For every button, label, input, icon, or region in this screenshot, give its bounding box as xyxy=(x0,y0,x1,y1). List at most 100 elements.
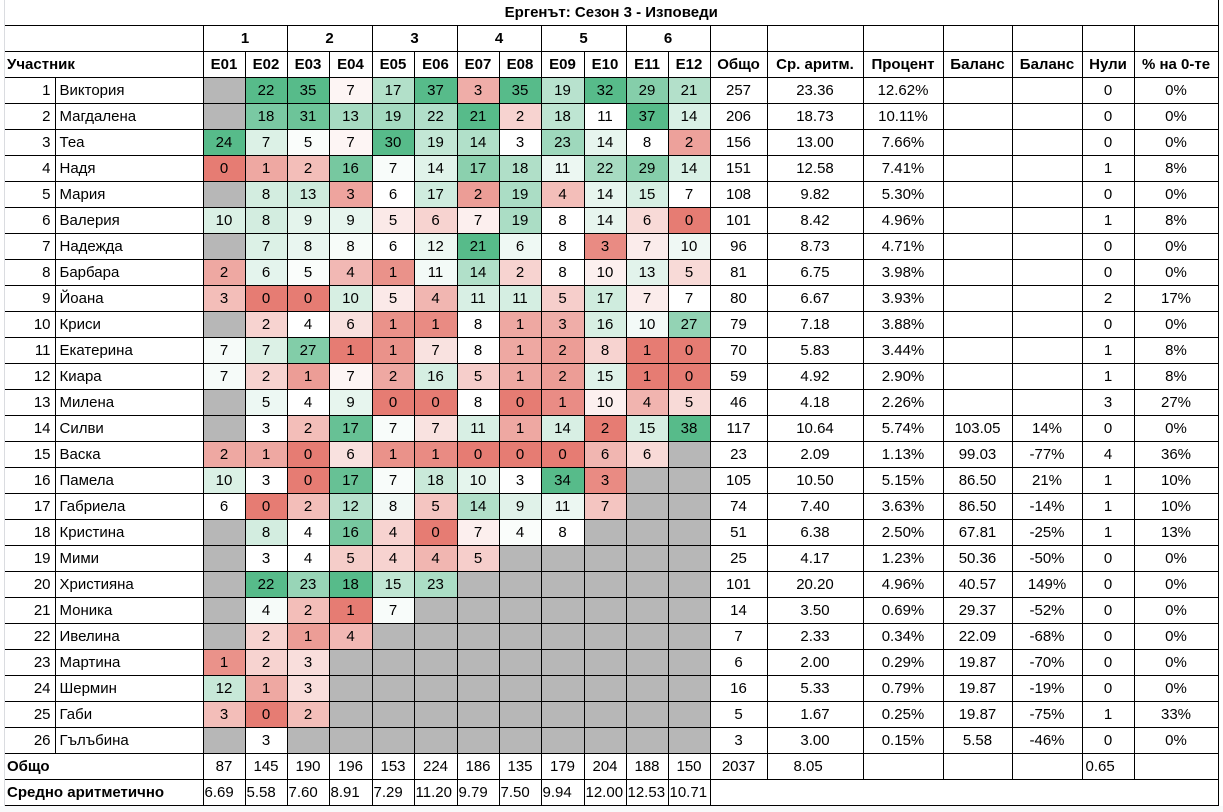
percent-cell[interactable]: 3.44% xyxy=(862,337,944,364)
episode-cell[interactable]: 22 xyxy=(583,155,627,182)
zeros-cell[interactable]: 1 xyxy=(1081,155,1135,182)
participant-name[interactable]: Гълъбина xyxy=(54,727,204,754)
grand-average[interactable]: 8.05 xyxy=(766,753,864,780)
episode-cell-empty[interactable] xyxy=(625,597,669,624)
episode-cell[interactable]: 5 xyxy=(456,363,500,390)
episode-cell[interactable]: 0 xyxy=(667,363,711,390)
episode-cell-empty[interactable] xyxy=(540,623,585,650)
participant-name[interactable]: Силви xyxy=(54,415,204,442)
total-cell[interactable]: 74 xyxy=(709,493,768,520)
episode-cell[interactable]: 4 xyxy=(540,181,585,208)
episode-total[interactable]: 145 xyxy=(244,753,288,780)
episode-cell-empty[interactable] xyxy=(371,727,415,754)
episode-cell-empty[interactable] xyxy=(328,727,373,754)
balance-change-cell[interactable]: -19% xyxy=(1011,675,1083,702)
percent-cell[interactable]: 3.93% xyxy=(862,285,944,312)
episode-cell[interactable]: 1 xyxy=(286,363,330,390)
episode-cell[interactable]: 4 xyxy=(286,545,330,572)
balance-cell[interactable]: 103.05 xyxy=(942,415,1013,442)
episode-cell[interactable]: 16 xyxy=(413,363,458,390)
episode-cell[interactable]: 32 xyxy=(583,77,627,104)
zero-percent-cell[interactable]: 0% xyxy=(1133,545,1219,572)
episode-cell[interactable]: 8 xyxy=(456,337,500,364)
total-cell[interactable]: 96 xyxy=(709,233,768,260)
zero-percent-cell[interactable]: 0% xyxy=(1133,727,1219,754)
balance-cell[interactable]: 50.36 xyxy=(942,545,1013,572)
episode-cell[interactable]: 38 xyxy=(667,415,711,442)
episode-cell[interactable]: 4 xyxy=(498,519,542,546)
balance-cell[interactable]: 99.03 xyxy=(942,441,1013,468)
episode-cell[interactable]: 1 xyxy=(498,363,542,390)
episode-cell[interactable]: 34 xyxy=(540,467,585,494)
episode-cell[interactable]: 1 xyxy=(625,337,669,364)
header-e12[interactable]: E12 xyxy=(667,51,711,78)
episode-average[interactable]: 11.20 xyxy=(413,779,458,806)
zero-percent-cell[interactable]: 0% xyxy=(1133,571,1219,598)
episode-average[interactable]: 12.53 xyxy=(625,779,669,806)
episode-cell[interactable]: 17 xyxy=(583,285,627,312)
episode-cell-empty[interactable] xyxy=(286,727,330,754)
episode-cell-empty[interactable] xyxy=(540,597,585,624)
header-e10[interactable]: E10 xyxy=(583,51,627,78)
episode-cell[interactable]: 3 xyxy=(583,467,627,494)
episode-cell[interactable]: 18 xyxy=(244,103,288,130)
episode-cell[interactable]: 2 xyxy=(286,415,330,442)
participant-name[interactable]: Кристина xyxy=(54,519,204,546)
percent-cell[interactable]: 1.23% xyxy=(862,545,944,572)
balance-cell[interactable]: 86.50 xyxy=(942,467,1013,494)
episode-cell[interactable]: 31 xyxy=(286,103,330,130)
episode-cell[interactable]: 14 xyxy=(413,155,458,182)
episode-cell[interactable]: 12 xyxy=(328,493,373,520)
episode-cell[interactable]: 7 xyxy=(625,233,669,260)
balance-cell[interactable] xyxy=(942,103,1013,130)
episode-cell-empty[interactable] xyxy=(413,623,458,650)
balance-cell[interactable] xyxy=(942,233,1013,260)
participant-name[interactable]: Киара xyxy=(54,363,204,390)
episode-cell[interactable]: 8 xyxy=(244,207,288,234)
episode-cell-empty[interactable] xyxy=(667,649,711,676)
episode-cell[interactable]: 6 xyxy=(413,207,458,234)
episode-cell[interactable]: 2 xyxy=(286,493,330,520)
balance-change-cell[interactable]: -77% xyxy=(1011,441,1083,468)
episode-cell[interactable]: 0 xyxy=(540,441,585,468)
zero-percent-cell[interactable]: 0% xyxy=(1133,415,1219,442)
episode-cell-empty[interactable] xyxy=(413,597,458,624)
header-e07[interactable]: E07 xyxy=(456,51,500,78)
zeros-cell[interactable]: 1 xyxy=(1081,363,1135,390)
balance-cell[interactable] xyxy=(942,311,1013,338)
episode-cell[interactable]: 1 xyxy=(286,623,330,650)
header-e03[interactable]: E03 xyxy=(286,51,330,78)
episode-cell[interactable]: 3 xyxy=(498,129,542,156)
episode-total[interactable]: 150 xyxy=(667,753,711,780)
episode-cell[interactable]: 6 xyxy=(328,441,373,468)
average-cell[interactable]: 9.82 xyxy=(766,181,864,208)
episode-average[interactable]: 9.94 xyxy=(540,779,585,806)
episode-cell-empty[interactable] xyxy=(667,571,711,598)
balance-cell[interactable] xyxy=(942,181,1013,208)
zeros-cell[interactable]: 0 xyxy=(1081,675,1135,702)
balance-change-cell[interactable]: -50% xyxy=(1011,545,1083,572)
episode-cell-empty[interactable] xyxy=(202,727,246,754)
average-cell[interactable]: 6.75 xyxy=(766,259,864,286)
episode-total[interactable]: 224 xyxy=(413,753,458,780)
episode-cell[interactable]: 4 xyxy=(328,259,373,286)
episode-cell[interactable]: 10 xyxy=(328,285,373,312)
episode-cell-empty[interactable] xyxy=(456,623,500,650)
episode-cell[interactable]: 18 xyxy=(328,571,373,598)
percent-cell[interactable]: 3.88% xyxy=(862,311,944,338)
zero-percent-cell[interactable]: 0% xyxy=(1133,311,1219,338)
zeros-cell[interactable]: 0 xyxy=(1081,129,1135,156)
participant-name[interactable]: Надежда xyxy=(54,233,204,260)
episode-average[interactable]: 8.91 xyxy=(328,779,373,806)
episode-cell[interactable]: 2 xyxy=(286,597,330,624)
zeros-cell[interactable]: 0 xyxy=(1081,311,1135,338)
average-cell[interactable]: 18.73 xyxy=(766,103,864,130)
balance-change-cell[interactable] xyxy=(1011,233,1083,260)
episode-cell[interactable]: 11 xyxy=(498,285,542,312)
percent-cell[interactable]: 10.11% xyxy=(862,103,944,130)
participant-name[interactable]: Мария xyxy=(54,181,204,208)
average-cell[interactable]: 1.67 xyxy=(766,701,864,728)
episode-cell-empty[interactable] xyxy=(625,467,669,494)
header-percent[interactable]: Процент xyxy=(862,51,944,78)
episode-cell[interactable]: 7 xyxy=(328,129,373,156)
